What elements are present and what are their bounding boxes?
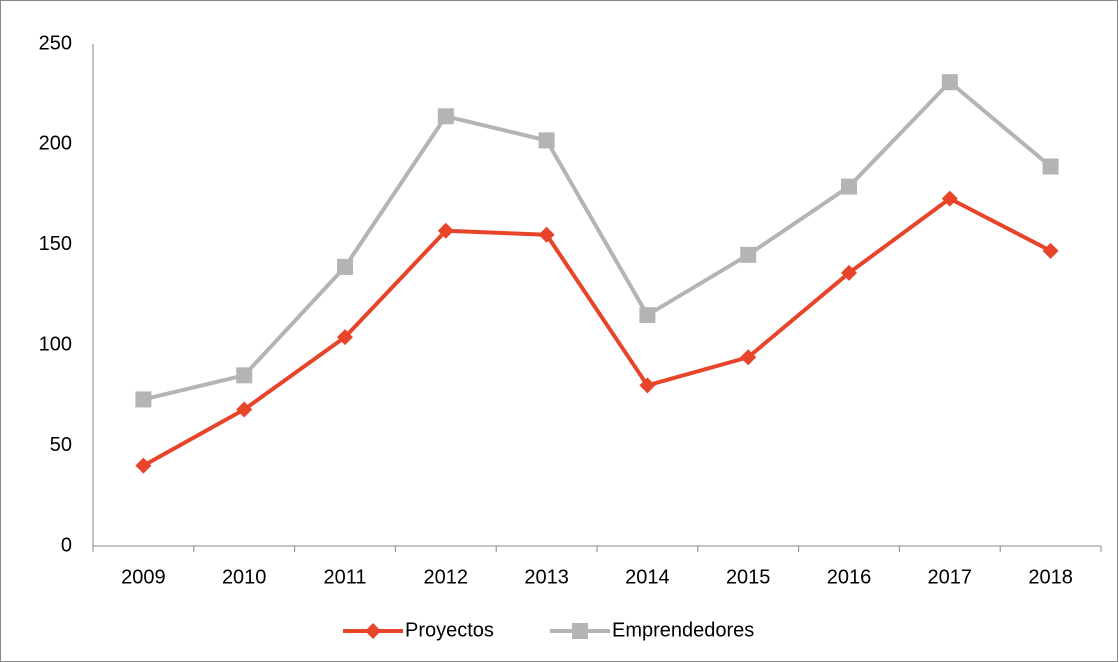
x-tick-label: 2014 [625, 566, 670, 588]
x-tick-label: 2012 [424, 566, 469, 588]
marker [841, 264, 857, 281]
marker [1042, 242, 1059, 259]
x-tick-label: 2013 [524, 566, 569, 588]
y-tick-label: 100 [39, 333, 72, 355]
marker [740, 349, 757, 366]
series-line [142, 196, 1052, 468]
series-line [142, 80, 1052, 402]
legend-label: Proyectos [405, 619, 494, 641]
y-tick-label: 0 [61, 534, 72, 556]
y-tick-label: 200 [39, 133, 72, 155]
marker [337, 258, 353, 275]
x-tick-label: 2015 [726, 566, 771, 588]
marker [437, 108, 454, 125]
marker [538, 226, 555, 243]
marker [337, 329, 353, 346]
marker [1042, 158, 1059, 175]
legend-marker [572, 623, 588, 639]
marker [437, 222, 454, 239]
legend-marker [365, 623, 381, 639]
marker [841, 178, 857, 195]
marker [740, 246, 757, 263]
marker [135, 457, 152, 474]
marker [639, 307, 656, 324]
marker [236, 367, 253, 384]
x-tick-label: 2016 [827, 566, 872, 588]
marker [639, 377, 656, 394]
x-tick-label: 2009 [121, 566, 166, 588]
x-tick-label: 2018 [1028, 566, 1073, 588]
y-tick-label: 50 [50, 434, 72, 456]
x-tick-label: 2010 [222, 566, 267, 588]
marker [941, 190, 958, 207]
marker [236, 401, 253, 418]
y-tick-label: 150 [39, 233, 72, 255]
x-tick-label: 2017 [928, 566, 973, 588]
marker [941, 74, 958, 91]
legend-label: Emprendedores [612, 619, 754, 641]
y-tick-label: 250 [39, 32, 72, 54]
x-tick-label: 2011 [323, 566, 366, 588]
marker [135, 391, 152, 408]
marker [538, 132, 555, 149]
